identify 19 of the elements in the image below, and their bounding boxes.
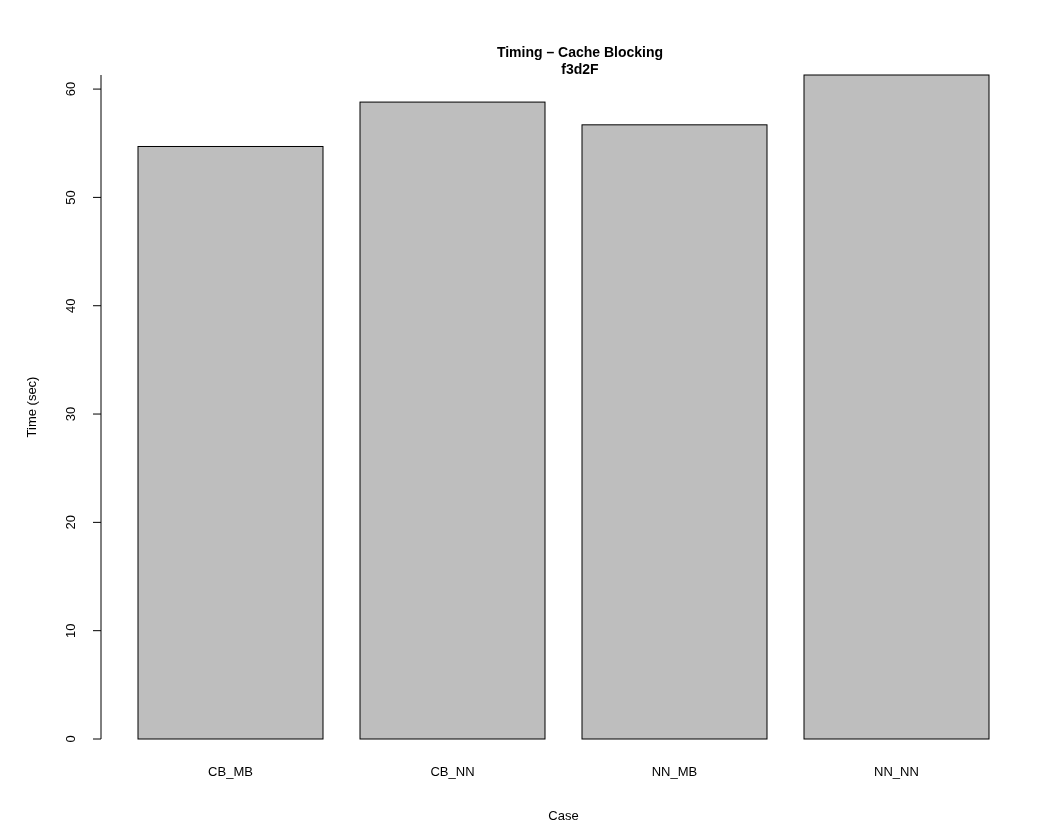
y-tick-label: 30 (63, 406, 78, 422)
y-axis-title: Time (sec) (24, 376, 39, 438)
y-tick-label: 0 (63, 735, 78, 743)
bar (803, 74, 990, 740)
y-tick-label: 10 (63, 623, 78, 638)
chart-subtitle: f3d2F (561, 61, 600, 77)
x-tick-label: NN_MB (651, 764, 698, 779)
bar (137, 145, 324, 740)
y-tick-label: 40 (63, 298, 78, 313)
bar (581, 124, 768, 740)
y-tick-label: 60 (63, 81, 78, 97)
y-tick-label: 20 (63, 515, 78, 530)
y-tick-label: 50 (63, 190, 78, 205)
x-axis-title: Case (548, 808, 579, 823)
x-tick-label: CB_MB (208, 764, 253, 779)
x-tick-label: CB_NN (430, 764, 475, 779)
chart-title: Timing – Cache Blocking (496, 44, 664, 60)
bar (359, 101, 546, 740)
x-tick-label: NN_NN (874, 764, 919, 779)
